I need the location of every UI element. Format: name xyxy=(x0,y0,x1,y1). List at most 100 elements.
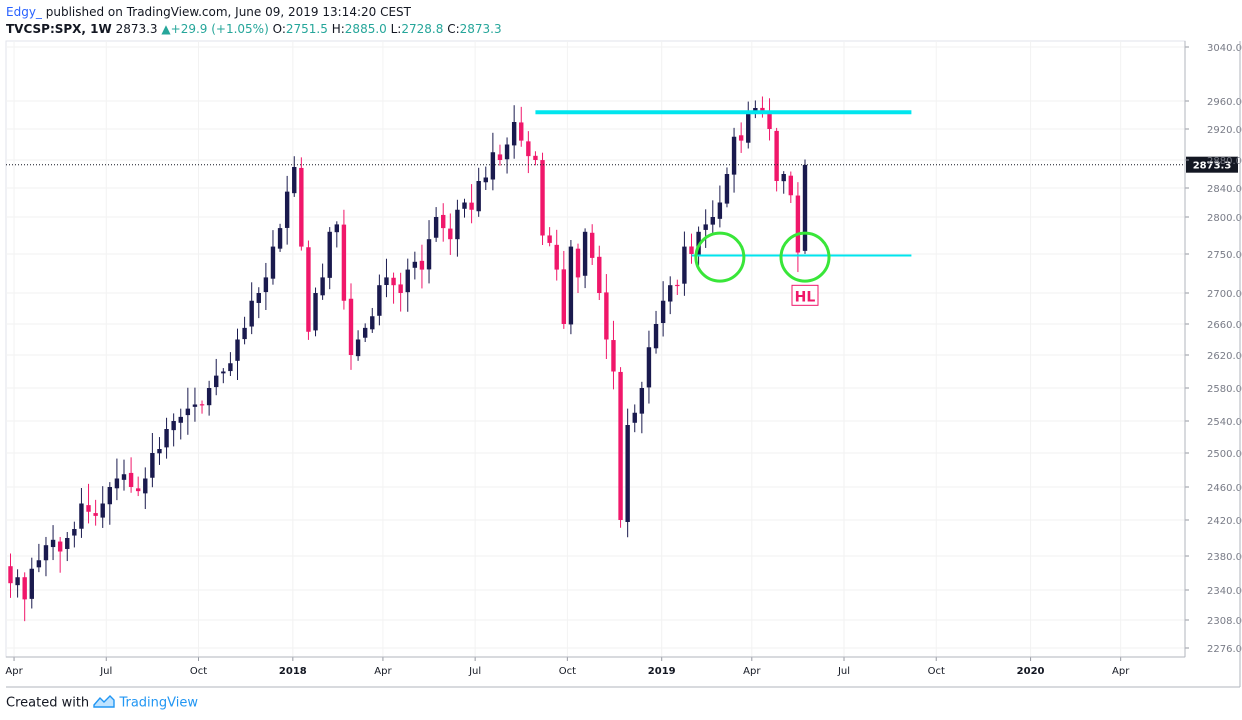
candle-body xyxy=(384,277,389,286)
x-tick-label: 2019 xyxy=(648,666,676,677)
candle-body xyxy=(334,224,340,233)
candle-body xyxy=(29,568,34,599)
y-tick-label: 2840.0 xyxy=(1207,184,1242,195)
candle-body xyxy=(86,505,91,512)
candle-body xyxy=(221,371,226,374)
candle-body xyxy=(668,285,673,302)
candle-body xyxy=(490,152,496,180)
candle-body xyxy=(15,577,20,586)
candle-body xyxy=(710,217,715,225)
candle-body xyxy=(355,339,361,357)
created-with-label: Created with xyxy=(6,695,90,711)
candle-body xyxy=(292,167,297,194)
candle-body xyxy=(277,228,283,249)
price-axis[interactable]: 3040.0 2960.0 2920.0 2880.0 2840.0 2800.0 2750… xyxy=(1184,41,1242,687)
price-change: +29.9 (+1.05%) xyxy=(170,22,269,36)
close-label: C: xyxy=(447,22,460,36)
candle-body xyxy=(533,155,538,160)
candle-body xyxy=(107,487,113,505)
candle-body xyxy=(738,135,744,141)
candle-body xyxy=(412,261,418,268)
candle-body xyxy=(731,136,737,175)
hl-label: HL xyxy=(795,289,816,305)
price-chart[interactable]: HL 2873.3 3040.0 2960.0 2920.0 2880.0 2840.0 2… xyxy=(0,0,1242,690)
candle-body xyxy=(135,488,141,492)
candle-body xyxy=(753,108,758,112)
candle-body xyxy=(128,472,134,487)
candle-body xyxy=(604,292,609,340)
candle-body xyxy=(724,174,730,204)
candle-body xyxy=(611,340,616,372)
candle-body xyxy=(100,503,105,518)
x-tick-label: Oct xyxy=(559,666,576,677)
time-axis[interactable]: Apr Jul Oct 2018 Apr Jul Oct 2019 Apr Jul Oct 2020 A… xyxy=(5,656,1240,688)
candle-body xyxy=(632,412,637,423)
candle-body xyxy=(341,224,347,301)
low-label: L: xyxy=(390,22,402,36)
candle-body xyxy=(306,247,311,332)
candle-body xyxy=(625,425,630,522)
author-name[interactable]: Edgy_ xyxy=(6,5,42,19)
open-value: 2751.5 xyxy=(285,22,328,36)
candle-body xyxy=(50,539,56,548)
candle-body xyxy=(228,363,233,372)
candle-body xyxy=(426,239,432,270)
x-tick-label: Jul xyxy=(837,666,850,677)
tradingview-logo-icon xyxy=(93,694,116,712)
overlays: HL 2873.3 xyxy=(6,110,1238,306)
last-price-tag-label: 2873.3 xyxy=(1193,161,1232,172)
high-label: H: xyxy=(331,22,345,36)
candle-body xyxy=(263,277,269,293)
y-tick-label: 2660.0 xyxy=(1207,320,1242,331)
candle-body xyxy=(462,202,467,209)
candle-body xyxy=(79,503,84,529)
candle-body xyxy=(441,214,446,229)
candle-body xyxy=(199,404,205,406)
candle-body xyxy=(717,202,723,219)
candle-body xyxy=(348,298,354,355)
candle-body xyxy=(582,231,588,276)
open-label: O: xyxy=(272,22,286,36)
candle-body xyxy=(192,404,198,407)
candle-body xyxy=(639,388,645,414)
candle-body xyxy=(540,160,545,236)
candle-body xyxy=(178,416,183,423)
y-tick-label: 2276.0 xyxy=(1207,644,1242,655)
candle-body xyxy=(206,388,212,406)
candle-body xyxy=(362,327,368,338)
highlight-circle xyxy=(779,231,831,283)
highlight-circle xyxy=(694,231,746,283)
y-tick-label: 2540.0 xyxy=(1207,417,1242,428)
candle-body xyxy=(370,316,375,330)
x-tick-label: 2020 xyxy=(1017,666,1045,677)
ohlc-line: TVCSP:SPX, 1W 2873.3 ▲+29.9 (+1.05%) O:2… xyxy=(6,22,502,36)
candle-body xyxy=(746,111,751,143)
hl-label-box xyxy=(791,284,819,306)
y-tick-label: 3040.0 xyxy=(1207,43,1242,54)
candle-body xyxy=(675,284,680,287)
low-value: 2728.8 xyxy=(401,22,444,36)
candle-body xyxy=(476,181,481,212)
tradingview-brand[interactable]: TradingView xyxy=(119,695,198,711)
candle-body xyxy=(568,246,574,325)
candle-body xyxy=(589,232,595,258)
candle-body xyxy=(455,209,460,240)
candle-body xyxy=(618,371,623,520)
candle-body xyxy=(164,429,169,448)
candle-body xyxy=(43,545,49,561)
candle-body xyxy=(270,246,276,279)
candle-body xyxy=(774,130,779,181)
candle-body xyxy=(313,293,318,331)
candle-body xyxy=(547,235,552,243)
candle-body xyxy=(143,478,148,494)
candle-body xyxy=(575,248,581,278)
candle-body xyxy=(22,577,27,600)
y-tick-label: 2960.0 xyxy=(1207,97,1242,108)
y-tick-label: 2460.0 xyxy=(1207,483,1242,494)
candle-body xyxy=(660,300,666,324)
candle-body xyxy=(597,256,602,293)
candle-body xyxy=(121,474,127,480)
candle-body xyxy=(483,177,488,183)
candle-body xyxy=(284,191,290,228)
y-tick-label: 2308.0 xyxy=(1207,616,1242,627)
